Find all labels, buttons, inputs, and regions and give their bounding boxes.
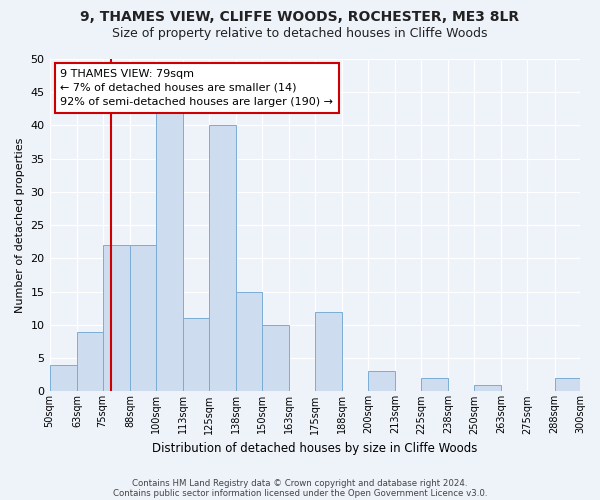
Bar (474, 384, 502, 392)
Bar (155, 112, 183, 392)
Bar (580, 378, 600, 392)
Y-axis label: Number of detached properties: Number of detached properties (15, 138, 25, 313)
Bar (103, 245, 130, 392)
Bar (368, 372, 395, 392)
Bar (77, 332, 103, 392)
Bar (50, 365, 77, 392)
Text: Contains public sector information licensed under the Open Government Licence v3: Contains public sector information licen… (113, 488, 487, 498)
Text: 9 THAMES VIEW: 79sqm
← 7% of detached houses are smaller (14)
92% of semi-detach: 9 THAMES VIEW: 79sqm ← 7% of detached ho… (60, 69, 333, 107)
Text: Size of property relative to detached houses in Cliffe Woods: Size of property relative to detached ho… (112, 28, 488, 40)
Bar (421, 378, 448, 392)
Text: 9, THAMES VIEW, CLIFFE WOODS, ROCHESTER, ME3 8LR: 9, THAMES VIEW, CLIFFE WOODS, ROCHESTER,… (80, 10, 520, 24)
Bar (183, 318, 209, 392)
Bar (236, 292, 262, 392)
Text: Contains HM Land Registry data © Crown copyright and database right 2024.: Contains HM Land Registry data © Crown c… (132, 478, 468, 488)
Bar (554, 378, 580, 392)
Bar (315, 312, 343, 392)
Bar (209, 126, 236, 392)
X-axis label: Distribution of detached houses by size in Cliffe Woods: Distribution of detached houses by size … (152, 442, 478, 455)
Bar (262, 325, 289, 392)
Bar (130, 245, 155, 392)
